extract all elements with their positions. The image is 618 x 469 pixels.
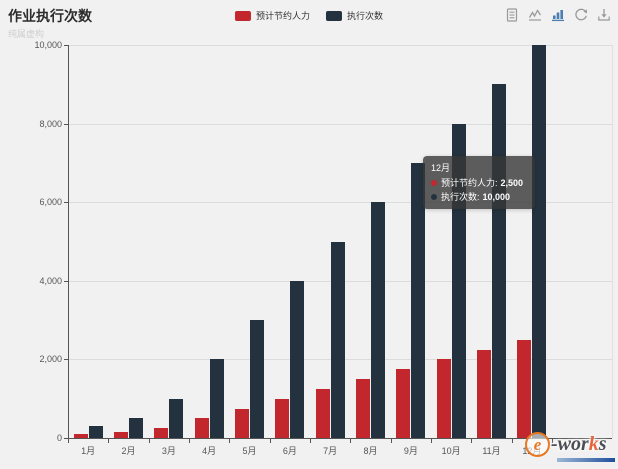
x-axis-tick <box>148 439 150 443</box>
chart-title: 作业执行次数 <box>8 8 92 24</box>
e-works-logo-s: s <box>598 433 607 455</box>
bar[interactable] <box>73 434 88 438</box>
x-axis-category-label: 4月 <box>202 446 217 456</box>
tooltip-value: 2,500 <box>500 178 524 188</box>
y-axis-tick-label: 4,000 <box>39 275 62 286</box>
restore-icon[interactable] <box>573 7 589 23</box>
x-axis-category-label: 8月 <box>363 446 378 456</box>
bar[interactable] <box>275 398 290 438</box>
bar[interactable] <box>492 84 506 438</box>
bar[interactable] <box>315 388 330 438</box>
bar-chart-icon[interactable] <box>550 7 566 23</box>
x-axis-category-label: 5月 <box>242 446 257 456</box>
x-axis-tick <box>269 439 271 443</box>
tooltip-title: 12月 <box>431 163 451 173</box>
e-works-underline <box>557 458 615 462</box>
y-axis-tick-label: 8,000 <box>39 118 62 129</box>
plot-right-border <box>612 45 613 438</box>
x-axis-tick <box>511 439 513 443</box>
gridline <box>68 123 612 125</box>
legend-item-exec-count[interactable]: 执行次数 <box>326 9 383 22</box>
x-axis-tick <box>108 439 110 443</box>
x-axis-tick <box>350 439 352 443</box>
toolbox <box>504 7 612 23</box>
tooltip-row: 执行次数: 10,000 <box>431 190 527 204</box>
x-axis-category-label: 11月 <box>482 446 501 456</box>
bar[interactable] <box>436 359 451 438</box>
bar[interactable] <box>209 359 224 438</box>
x-axis-category-label: 3月 <box>161 446 176 456</box>
y-axis-tick-label: 6,000 <box>39 197 62 208</box>
tooltip-label: 预计节约人力: <box>441 178 498 188</box>
bar[interactable] <box>194 418 209 438</box>
y-axis-line <box>68 45 69 438</box>
x-axis-tick <box>552 439 553 443</box>
legend: 预计节约人力 执行次数 <box>234 9 383 22</box>
e-works-logo-text: -wor <box>551 433 589 455</box>
bar[interactable] <box>88 426 103 438</box>
save-image-icon[interactable] <box>596 7 612 23</box>
bar[interactable] <box>371 202 385 438</box>
bar[interactable] <box>356 379 370 438</box>
legend-swatch-red <box>234 10 251 21</box>
bar[interactable] <box>517 339 532 438</box>
series-dot-navy <box>431 194 437 200</box>
x-axis-category-label: 7月 <box>323 446 338 456</box>
x-axis-category-label: 1月 <box>81 446 96 456</box>
y-axis-tick <box>64 438 68 439</box>
y-axis-tick <box>64 45 68 46</box>
tooltip-row: 预计节约人力: 2,500 <box>431 176 527 190</box>
gridline <box>68 202 612 204</box>
bar[interactable] <box>235 408 249 438</box>
line-chart-icon[interactable] <box>527 7 543 23</box>
legend-item-saved-manpower[interactable]: 预计节约人力 <box>234 9 310 22</box>
bar[interactable] <box>411 162 426 438</box>
bar[interactable] <box>477 349 491 438</box>
bar[interactable] <box>169 398 184 438</box>
y-axis-tick-label: 2,000 <box>39 354 62 365</box>
tooltip-value: 10,000 <box>482 192 511 202</box>
y-axis-tick-label: 0 <box>56 433 62 443</box>
x-axis-category-label: 2月 <box>121 446 136 456</box>
gridline <box>68 45 612 46</box>
x-axis-category-label: 9月 <box>403 446 418 456</box>
bar[interactable] <box>330 241 345 438</box>
x-axis-tick <box>390 439 392 443</box>
y-axis-tick <box>64 280 68 282</box>
y-axis-tick <box>64 202 68 204</box>
tooltip: 12月 预计节约人力: 2,500 执行次数: 10,000 <box>423 156 535 209</box>
legend-swatch-navy <box>326 10 342 21</box>
x-axis-category-label: 10月 <box>441 446 461 456</box>
chart-subtitle: 纯属虚构 <box>8 29 45 39</box>
series-dot-red <box>431 180 437 186</box>
bar[interactable] <box>396 369 411 438</box>
bar[interactable] <box>114 432 128 438</box>
bar[interactable] <box>154 428 169 438</box>
legend-label: 预计节约人力 <box>255 11 310 21</box>
y-axis-tick <box>64 123 68 125</box>
x-axis-line <box>68 438 612 439</box>
legend-label: 执行次数 <box>347 11 384 21</box>
y-axis-tick-label: 10,000 <box>34 40 62 50</box>
bar[interactable] <box>532 45 547 438</box>
x-axis-tick <box>189 439 190 443</box>
bar[interactable] <box>129 418 143 438</box>
x-axis-tick <box>471 439 473 443</box>
bar[interactable] <box>250 320 264 438</box>
x-axis-tick <box>229 439 231 443</box>
y-axis-tick <box>64 359 68 361</box>
tooltip-label: 执行次数: <box>441 192 480 202</box>
e-works-logo-k: k <box>588 433 599 455</box>
x-axis-category-label: 6月 <box>282 446 297 456</box>
e-works-watermark: e -wor k s <box>525 432 615 462</box>
x-axis-tick <box>310 439 311 443</box>
x-axis-tick <box>431 439 432 443</box>
bar[interactable] <box>290 280 305 438</box>
data-view-icon[interactable] <box>504 7 520 23</box>
e-works-logo-e: e <box>525 432 550 457</box>
x-axis-tick <box>68 439 69 443</box>
